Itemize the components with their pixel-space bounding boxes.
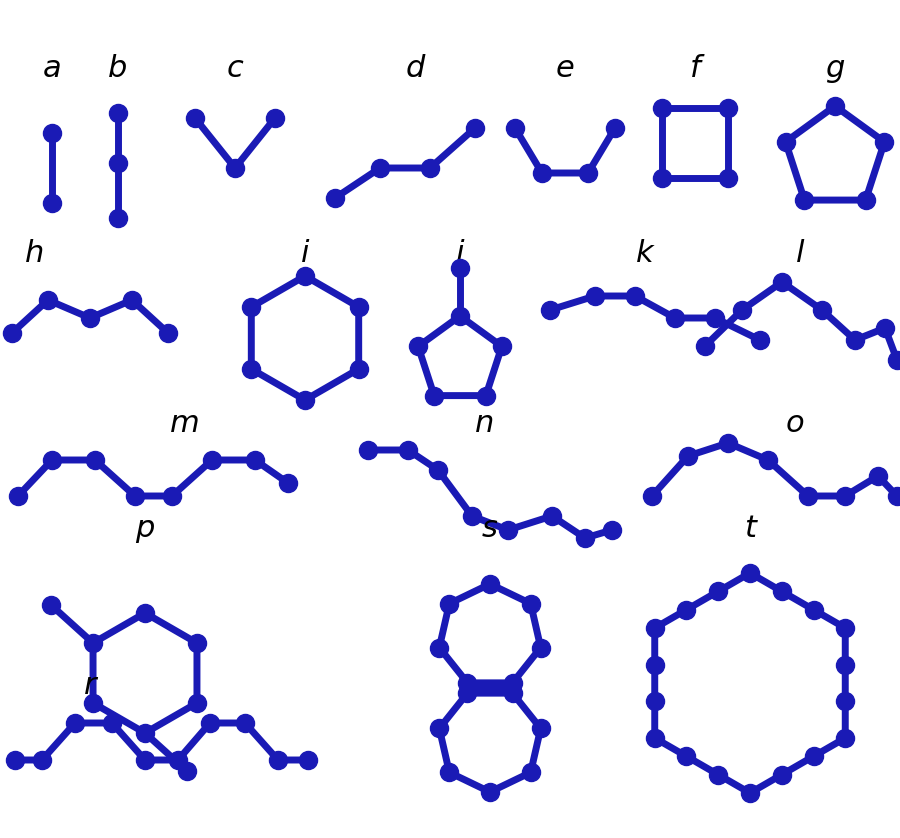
Text: f: f (689, 54, 700, 83)
Text: d: d (405, 54, 425, 83)
Text: e: e (555, 54, 574, 83)
Text: g: g (825, 54, 845, 83)
Text: a: a (42, 54, 61, 83)
Text: r: r (84, 671, 96, 700)
Text: n: n (475, 409, 495, 438)
Text: m: m (170, 409, 200, 438)
Text: h: h (25, 239, 45, 268)
Text: c: c (227, 54, 243, 83)
Text: o: o (786, 409, 805, 438)
Text: j: j (455, 239, 464, 268)
Text: t: t (744, 514, 756, 543)
Text: p: p (135, 514, 155, 543)
Text: k: k (636, 239, 653, 268)
Text: s: s (482, 514, 498, 543)
Text: i: i (301, 239, 310, 268)
Text: l: l (796, 239, 805, 268)
Text: b: b (108, 54, 128, 83)
